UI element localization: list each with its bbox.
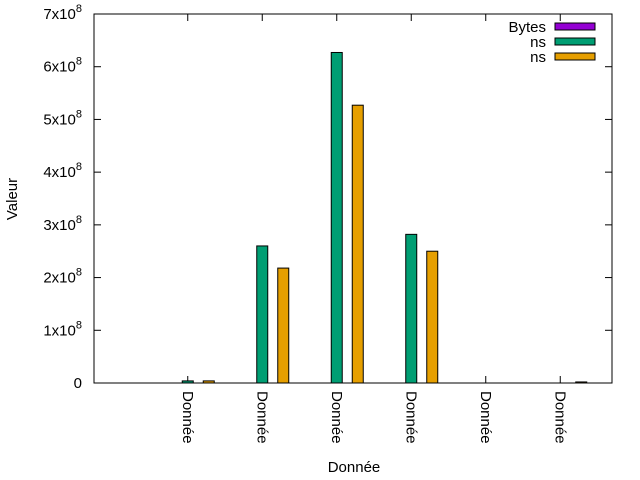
bar-series-1-cat-3 [405,233,418,384]
y-tick-label: 5x108 [43,108,82,128]
y-tick-label: 7x108 [43,3,82,23]
y-tick-label: 6x108 [43,56,82,76]
y-tick-label: 4x108 [43,161,82,181]
bar-series-2-cat-3 [426,250,439,384]
legend-swatch [554,37,596,46]
y-tick-label: 1x108 [43,319,82,339]
y-axis-ticks: 0 1x108 2x108 3x108 4x108 5x108 6x108 7x108 [43,3,612,392]
bar-series-1-cat-2 [330,51,343,384]
bars [181,51,588,384]
y-tick-label: 3x108 [43,214,82,234]
x-tick-label: Donnée [551,391,568,444]
y-axis-title: Valeur [4,178,21,220]
x-tick-label: Donnée [253,391,270,444]
bar-series-2-cat-1 [277,267,290,384]
bar-series-1-cat-1 [256,245,269,384]
legend-swatch [554,22,596,31]
y-tick-label: 2x108 [43,267,82,287]
legend-swatch [554,52,596,61]
plot-area-border [93,13,613,384]
x-tick-label: Donnée [477,391,494,444]
x-axis-title: Donnée [328,459,381,476]
legend-label: Bytes [508,19,546,36]
bar-series-2-cat-2 [351,104,364,384]
legend-label: ns [530,49,546,66]
y-tick-label: 0 [74,375,82,392]
x-tick-label: Donnée [179,391,196,444]
legend-label: ns [530,34,546,51]
x-tick-label: Donnée [402,391,419,444]
x-tick-label: Donnée [328,391,345,444]
x-axis-ticks: Donnée Donnée Donnée Donnée Donnée Donnée [179,14,568,444]
